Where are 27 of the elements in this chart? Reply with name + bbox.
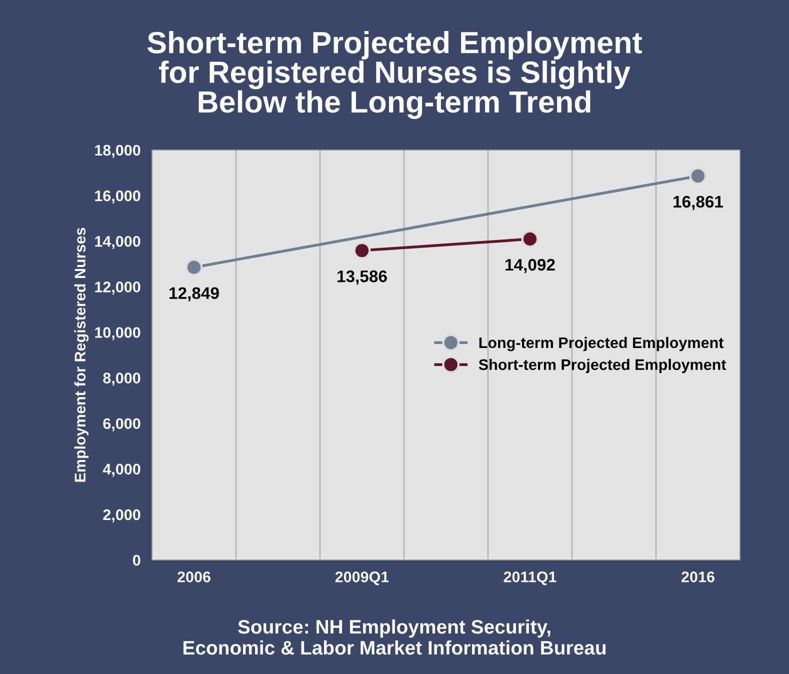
y-tick-label: 0 — [132, 554, 140, 566]
point — [353, 242, 371, 260]
text: 14,092 — [506, 258, 555, 274]
text: 12,849 — [170, 287, 219, 302]
y-tick-label: 18,000 — [95, 144, 140, 158]
legend-label: Short-term Projected Employment — [478, 358, 726, 374]
text: 13,586 — [338, 270, 387, 285]
point — [521, 230, 539, 248]
y-tick-label: 12,000 — [95, 282, 140, 295]
y-axis-title: Employment for Registered Nurses — [74, 228, 89, 482]
source-note: Source: NH Employment Security, Economic & Labor Market Information Bureau — [184, 619, 606, 655]
y-tick-label: 16,000 — [95, 190, 140, 204]
legend-label: Long-term Projected Employment — [479, 336, 724, 352]
y-tick-label: 14,000 — [95, 236, 140, 250]
y-tick-label: 8,000 — [103, 372, 140, 386]
x-tick-label: 2009Q1 — [335, 572, 389, 586]
y-tick-label: 4,000 — [102, 464, 140, 477]
y-tick-label: 2,000 — [103, 509, 140, 522]
point — [689, 167, 707, 185]
x-tick-label: 2016 — [682, 572, 714, 582]
x-tick-label: 2011Q1 — [504, 572, 556, 586]
point — [185, 258, 203, 276]
text: 16,861 — [674, 196, 724, 210]
y-tick-label: 10,000 — [95, 327, 140, 340]
chart-title: Short-term Projected Employment for Registered Nurses is Slightly Below the Long-term Trend — [148, 31, 642, 119]
y-tick-label: 6,000 — [103, 418, 140, 432]
x-tick-label: 2006 — [178, 572, 210, 582]
